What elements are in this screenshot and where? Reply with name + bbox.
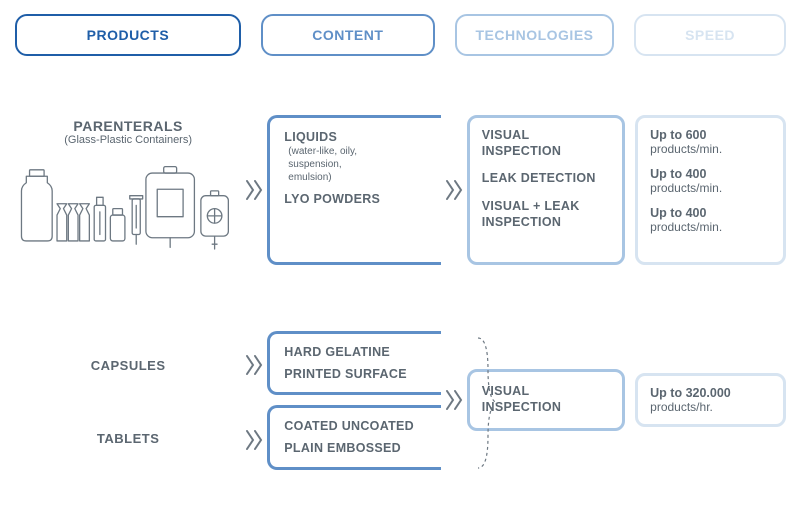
content-parenterals: LIQUIDS (water-like, oily, suspension, e…: [267, 115, 440, 265]
header-content: CONTENT: [261, 14, 435, 56]
content-item: COATED UNCOATED: [284, 418, 434, 434]
arrow-icon: [443, 179, 465, 201]
tech-item: VISUAL INSPECTION: [482, 384, 610, 415]
row-parenterals: PARENTERALS (Glass-Plastic Containers): [15, 100, 786, 280]
content-item: LYO POWDERS: [284, 191, 434, 207]
speed-unit: products/min.: [650, 181, 771, 195]
content-item: PLAIN EMBOSSED: [284, 440, 434, 456]
speed-value: Up to 400: [650, 206, 771, 220]
arrow-icon: [243, 179, 265, 201]
parenterals-subtitle: (Glass-Plastic Containers): [15, 134, 241, 146]
speed-value: Up to 600: [650, 128, 771, 142]
tech-item: VISUAL + LEAK INSPECTION: [482, 199, 610, 230]
header-row: PRODUCTS CONTENT TECHNOLOGIES SPEED: [15, 14, 786, 56]
products-solid: CAPSULES TABLETS: [15, 305, 241, 495]
tech-item: LEAK DETECTION: [482, 171, 610, 187]
row-capsules-tablets: CAPSULES TABLETS HARD GELATINE PRINTED S…: [15, 300, 786, 500]
speed-value: Up to 320.000: [650, 386, 771, 400]
arrow-stack: [243, 305, 265, 495]
content-item-sub: (water-like, oily, suspension, emulsion): [288, 145, 434, 184]
speed-solid: Up to 320.000products/hr.: [635, 373, 786, 427]
content-item: HARD GELATINE: [284, 344, 434, 360]
content-solid: HARD GELATINE PRINTED SURFACE COATED UNC…: [267, 331, 440, 470]
parenterals-title: PARENTERALS: [15, 118, 241, 134]
tech-parenterals: VISUAL INSPECTION LEAK DETECTION VISUAL …: [467, 115, 625, 265]
containers-illustration: [15, 152, 241, 262]
header-technologies: TECHNOLOGIES: [455, 14, 614, 56]
capsules-title: CAPSULES: [15, 358, 241, 373]
speed-parenterals: Up to 600products/min. Up to 400products…: [635, 115, 786, 265]
merge-brace-icon: [474, 310, 500, 496]
header-speed: SPEED: [634, 14, 786, 56]
speed-unit: products/hr.: [650, 400, 771, 414]
speed-value: Up to 400: [650, 167, 771, 181]
content-item: PRINTED SURFACE: [284, 366, 434, 382]
speed-unit: products/min.: [650, 220, 771, 234]
products-parenterals: PARENTERALS (Glass-Plastic Containers): [15, 118, 241, 262]
arrow-icon: [443, 389, 465, 411]
tablets-title: TABLETS: [15, 431, 241, 446]
content-item: LIQUIDS: [284, 130, 434, 144]
speed-unit: products/min.: [650, 142, 771, 156]
tech-item: VISUAL INSPECTION: [482, 128, 610, 159]
header-products: PRODUCTS: [15, 14, 241, 56]
